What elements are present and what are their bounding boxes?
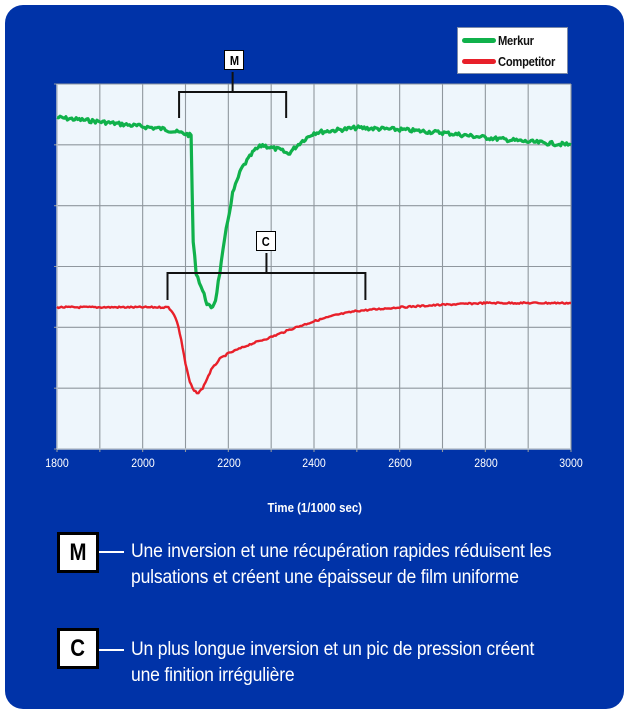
legend-swatch-merkur: [462, 37, 496, 43]
x-tick-label: 2400: [302, 456, 326, 470]
marker-letter: M: [69, 538, 87, 566]
legend-item-merkur: Merkur: [462, 31, 540, 49]
x-tick-label: 2800: [474, 456, 498, 470]
x-tick-label: 2000: [131, 456, 155, 470]
x-tick-label: 2200: [217, 456, 241, 470]
note-marker-m: M: [57, 532, 99, 573]
chart-legend: Merkur Competitor: [457, 27, 568, 74]
marker-letter: M: [229, 52, 239, 68]
legend-item-competitor: Competitor: [462, 52, 564, 70]
annotation-brackets: [166, 72, 367, 300]
bracket-c: [166, 253, 367, 300]
legend-label: Merkur: [498, 32, 534, 48]
legend-label: Competitor: [498, 53, 556, 69]
x-axis-title: Time (1/1000 sec): [0, 500, 630, 515]
bracket-m: [178, 72, 288, 118]
x-tick-label: 3000: [559, 456, 583, 470]
note-connector: [99, 551, 124, 553]
note-connector: [99, 649, 124, 651]
x-tick-label: 2600: [388, 456, 412, 470]
note-text: Un plus longue inversion et un pic de pr…: [131, 638, 535, 686]
note-c: Un plus longue inversion et un pic de pr…: [99, 636, 601, 688]
marker-c-label: C: [256, 231, 276, 251]
note-marker-c: C: [57, 628, 99, 669]
data-series: [56, 114, 572, 395]
note-text: Une inversion et une récupération rapide…: [131, 540, 552, 588]
marker-letter: C: [70, 634, 86, 662]
marker-m-label: M: [224, 50, 244, 70]
note-m: Une inversion et une récupération rapide…: [99, 538, 601, 590]
x-tick-label: 1800: [45, 456, 69, 470]
legend-swatch-competitor: [462, 58, 496, 64]
series-line-merkur: [56, 114, 572, 310]
marker-letter: C: [262, 233, 270, 249]
x-axis-title-text: Time (1/1000 sec): [267, 500, 363, 515]
series-line-competitor: [56, 301, 572, 395]
